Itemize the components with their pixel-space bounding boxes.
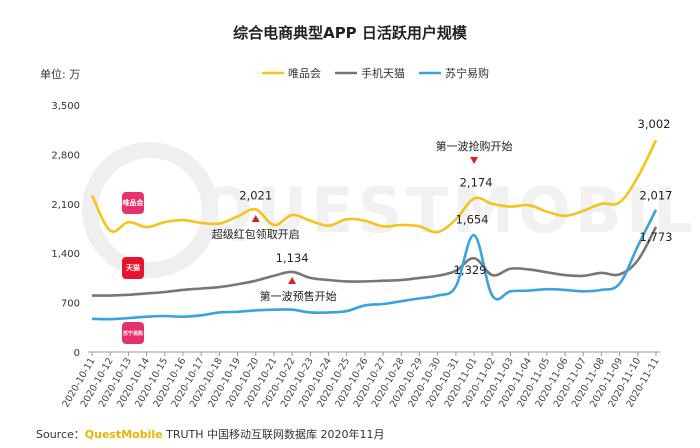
suning-icon-bg (122, 322, 144, 344)
x-axis: 2020-10-112020-10-122020-10-132020-10-14… (60, 351, 662, 409)
data-label: 3,002 (638, 117, 671, 131)
unit-label: 单位: 万 (40, 67, 80, 81)
annotation-label: 第一波抢购开始 (436, 139, 513, 153)
suning-icon: 苏宁易购 (122, 322, 144, 344)
suning-icon-text: 苏宁易购 (123, 330, 143, 337)
series-line-1 (91, 226, 658, 297)
tmall-icon-bg (122, 257, 144, 279)
annotation-marker (251, 215, 260, 222)
legend-label: 唯品会 (288, 67, 321, 80)
vipshop-icon-bg (122, 192, 144, 214)
data-label: 1,329 (454, 263, 487, 277)
watermark-text: QUESTMOBILE (200, 174, 700, 247)
series-line-2 (91, 209, 658, 321)
data-labels: 2,021 2,174 3,002 1,134 1,329 1,773 1,654 2,017 (239, 117, 672, 277)
watermark: QUESTMOBILE (82, 142, 700, 278)
source-brand: QuestMobile (85, 428, 163, 441)
data-label: 2,174 (460, 176, 493, 190)
y-axis: 0 700 1,400 2,100 2,800 3,500 (51, 101, 80, 359)
y-tick-label: 2,100 (51, 200, 80, 211)
vipshop-icon: 唯品会 (122, 192, 144, 214)
source-line: Source：QuestMobile TRUTH 中国移动互联网数据库 2020… (36, 427, 385, 441)
source-prefix: Source： (36, 428, 85, 441)
legend-label: 手机天猫 (361, 66, 405, 80)
data-label: 1,134 (276, 251, 309, 265)
y-tick-label: 3,500 (51, 101, 80, 112)
series-line-0 (90, 139, 658, 234)
chart-title: 综合电商典型APP 日活跃用户规模 (233, 24, 468, 42)
data-label: 1,654 (456, 212, 489, 226)
legend: 唯品会 手机天猫 苏宁易购 (262, 66, 489, 80)
legend-label: 苏宁易购 (445, 66, 489, 80)
tmall-icon: 天猫 (122, 257, 144, 279)
y-tick-label: 700 (61, 299, 80, 310)
series-group (90, 139, 658, 321)
source-rest: TRUTH 中国移动互联网数据库 2020年11月 (163, 427, 385, 441)
data-label: 2,017 (640, 189, 673, 203)
y-tick-label: 1,400 (51, 249, 80, 260)
annotation-label: 超级红包领取开启 (212, 227, 300, 241)
y-tick-label: 2,800 (51, 150, 80, 161)
y-tick-label: 0 (74, 348, 80, 359)
tmall-icon-text: 天猫 (126, 263, 140, 272)
vipshop-icon-text: 唯品会 (123, 198, 145, 207)
annotation-marker (288, 277, 297, 284)
data-label: 1,773 (640, 230, 673, 244)
annotation-label: 第一波预售开始 (260, 289, 337, 303)
data-label: 2,021 (239, 188, 272, 202)
annotation-marker (470, 157, 479, 164)
